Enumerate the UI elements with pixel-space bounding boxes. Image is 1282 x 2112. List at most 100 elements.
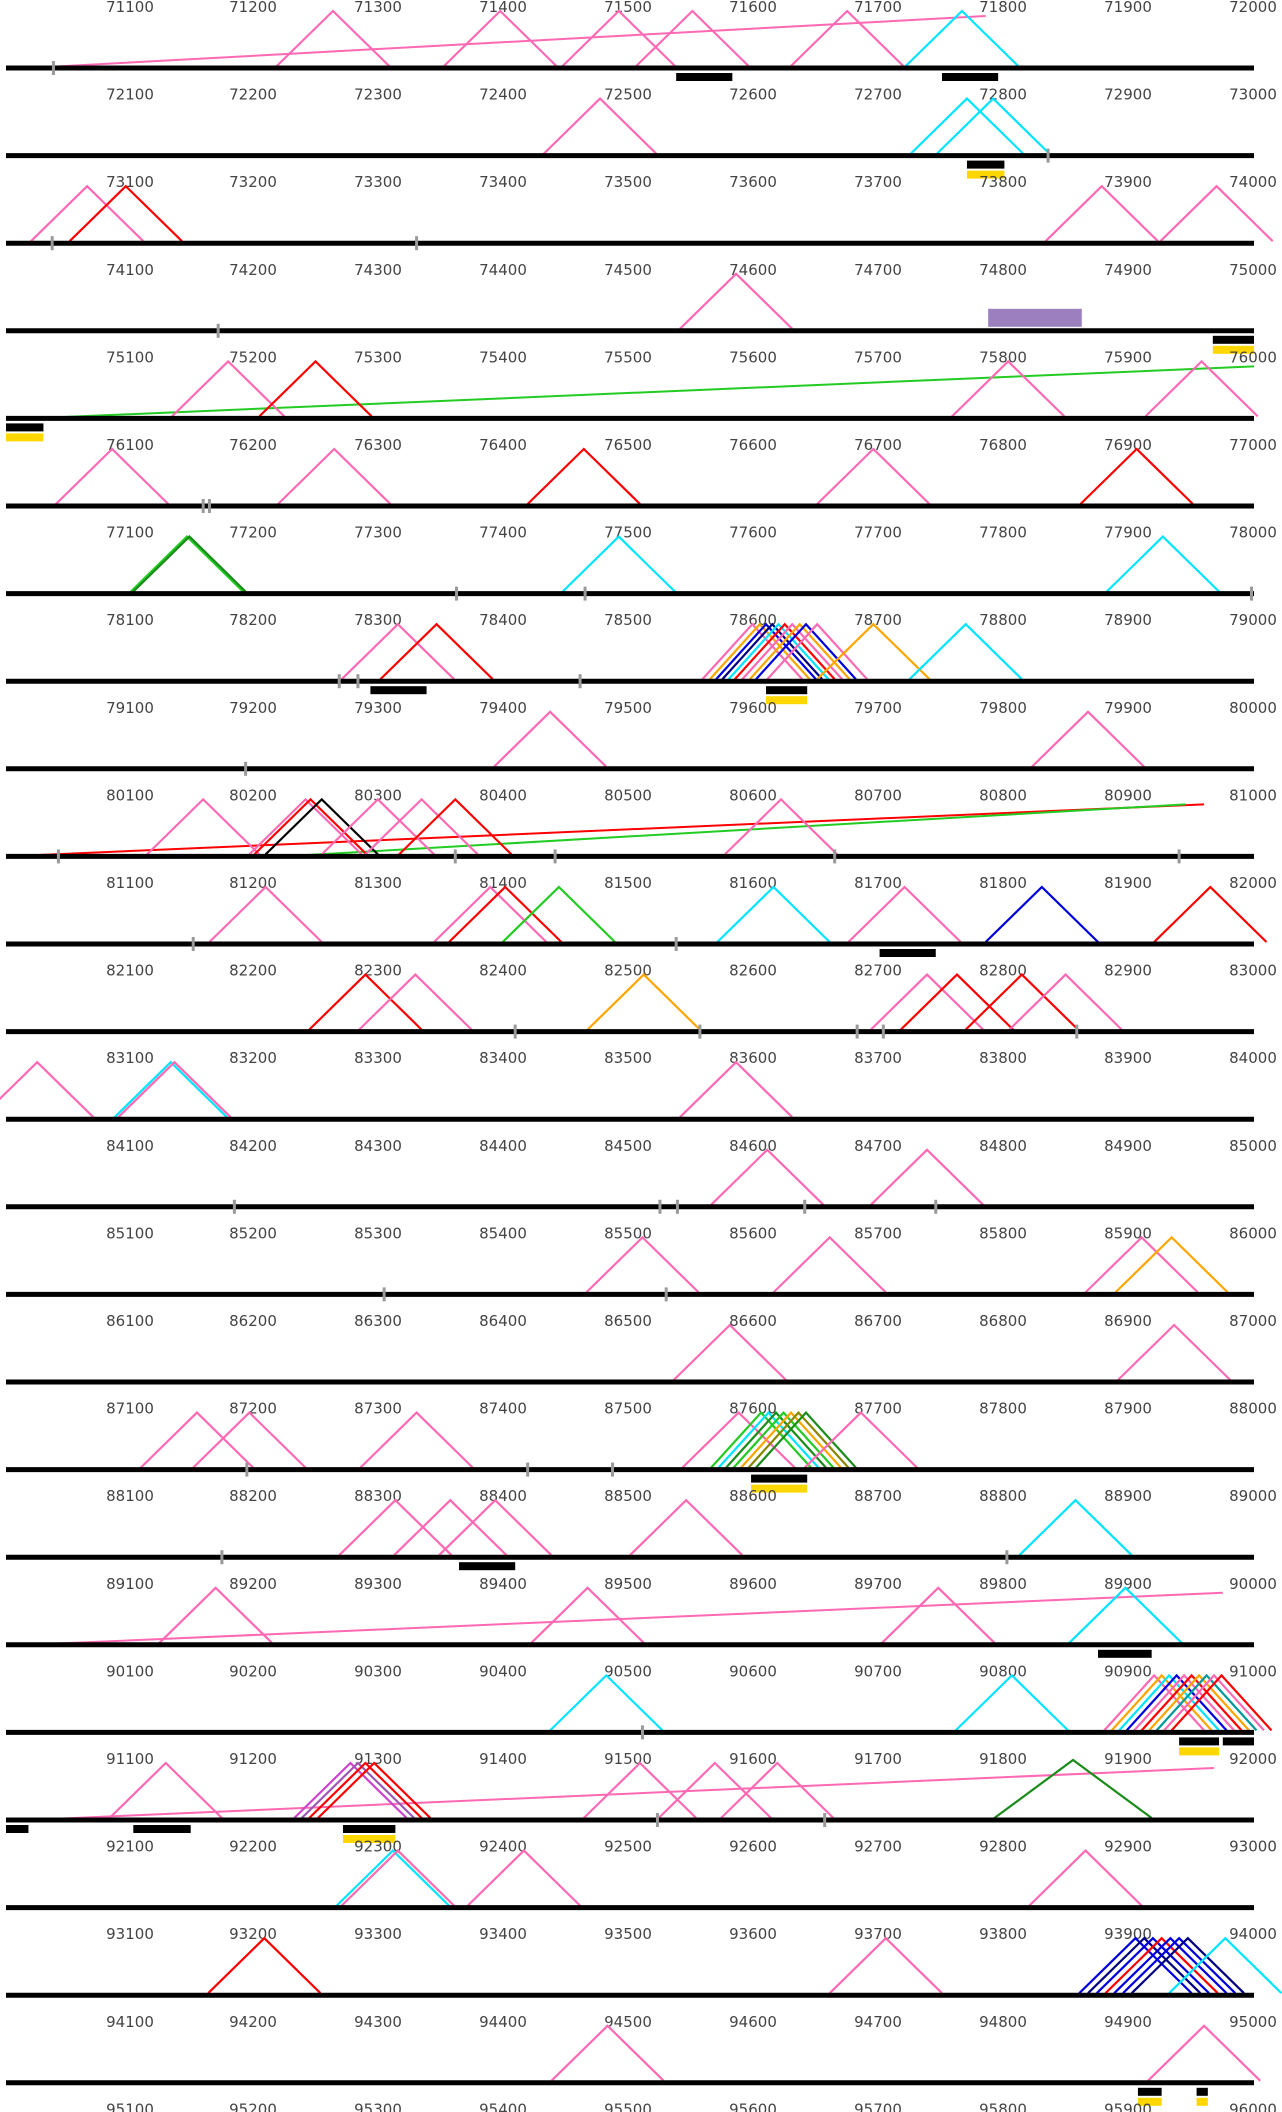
feature-block bbox=[1098, 1649, 1152, 1658]
tick-label: 81100 bbox=[106, 874, 154, 892]
arc-mark bbox=[790, 9, 905, 67]
backbone-marker bbox=[655, 1813, 659, 1827]
tick-label: 77000 bbox=[1229, 436, 1277, 454]
backbone-marker bbox=[337, 674, 341, 689]
tick-label: 95600 bbox=[729, 2100, 777, 2112]
tick-label: 83300 bbox=[354, 1049, 402, 1067]
backbone-marker bbox=[881, 1024, 885, 1039]
tick-label: 79900 bbox=[1104, 699, 1152, 717]
tick-label: 93200 bbox=[229, 1925, 277, 1943]
track-row: 93100 93200 93300 93400 93500 93600 93700 93800… bbox=[6, 1925, 1282, 1998]
tick-label: 76600 bbox=[729, 436, 777, 454]
tick-label: 88800 bbox=[979, 1487, 1027, 1505]
tick-label: 77400 bbox=[479, 524, 527, 542]
tick-label: 81700 bbox=[854, 874, 902, 892]
tick-label: 81000 bbox=[1229, 786, 1277, 804]
tick-label: 89200 bbox=[229, 1575, 277, 1593]
tick-label: 71600 bbox=[729, 0, 777, 16]
tick-label: 90100 bbox=[106, 1662, 154, 1680]
tick-label: 91000 bbox=[1229, 1662, 1277, 1680]
tick-label: 75200 bbox=[229, 348, 277, 366]
track-row: 87100 87200 87300 87400 87500 87600 87700 87800… bbox=[6, 1400, 1277, 1493]
arc-mark bbox=[359, 1411, 474, 1469]
arc-mark bbox=[679, 1060, 794, 1118]
tick-label: 74500 bbox=[604, 261, 652, 279]
arc-mark bbox=[1117, 1323, 1232, 1381]
tick-label: 95400 bbox=[479, 2100, 527, 2112]
arc-mark bbox=[543, 97, 657, 155]
arc-mark bbox=[549, 1673, 664, 1732]
tick-label: 93800 bbox=[979, 1925, 1027, 1943]
link-line bbox=[30, 365, 1255, 420]
tick-label: 94000 bbox=[1229, 1925, 1277, 1943]
arc-mark bbox=[561, 535, 676, 593]
track-row: 90100 90200 90300 90400 90500 90600 90700 90800… bbox=[6, 1662, 1277, 1756]
tick-label: 86000 bbox=[1229, 1224, 1277, 1242]
tick-label: 90700 bbox=[854, 1662, 902, 1680]
arc-mark bbox=[317, 1761, 432, 1819]
feature-block bbox=[879, 949, 936, 957]
feature-block bbox=[1212, 335, 1254, 344]
backbone-marker bbox=[216, 323, 220, 338]
arc-mark bbox=[766, 622, 868, 680]
feature-block bbox=[766, 696, 808, 705]
tick-label: 84100 bbox=[106, 1137, 154, 1155]
tick-label: 86700 bbox=[854, 1312, 902, 1330]
arc-mark bbox=[1008, 973, 1123, 1031]
tick-label: 94200 bbox=[229, 2013, 277, 2031]
track-row: 88100 88200 88300 88400 88500 88600 88700 88800… bbox=[6, 1487, 1277, 1571]
tick-label: 95200 bbox=[229, 2100, 277, 2112]
backbone-marker bbox=[553, 849, 557, 864]
arc-mark bbox=[1110, 1673, 1213, 1732]
arc-mark bbox=[725, 1410, 827, 1469]
arc-mark bbox=[113, 1060, 228, 1118]
tick-label: 89500 bbox=[604, 1575, 652, 1593]
arc-mark bbox=[130, 535, 244, 593]
arc-mark bbox=[847, 885, 962, 943]
tick-label: 83100 bbox=[106, 1049, 154, 1067]
tick-label: 81900 bbox=[1104, 874, 1152, 892]
tick-label: 71500 bbox=[604, 0, 652, 16]
feature-block bbox=[6, 423, 44, 432]
tick-label: 78700 bbox=[854, 611, 902, 629]
arc-mark bbox=[657, 1761, 772, 1819]
tick-label: 71900 bbox=[1104, 0, 1152, 16]
arc-mark bbox=[908, 622, 1023, 680]
arc-mark bbox=[1028, 1849, 1143, 1907]
feature-block bbox=[133, 1825, 191, 1833]
arc-mark bbox=[208, 885, 323, 943]
tick-label: 71700 bbox=[854, 0, 902, 16]
feature-block bbox=[6, 433, 44, 442]
tick-label: 71200 bbox=[229, 0, 277, 16]
tick-label: 83600 bbox=[729, 1049, 777, 1067]
arc-mark bbox=[1113, 1936, 1228, 1994]
backbone-marker bbox=[578, 674, 582, 689]
tick-label: 76300 bbox=[354, 436, 402, 454]
track-row: 76100 76200 76300 76400 76500 76600 76700 76800… bbox=[6, 436, 1277, 513]
feature-block bbox=[1212, 345, 1254, 354]
track-row: 92100 92200 92300 92400 92500 92600 92700 92800… bbox=[6, 1838, 1277, 1911]
tick-label: 87000 bbox=[1229, 1312, 1277, 1330]
tick-label: 73700 bbox=[854, 173, 902, 191]
arc-mark bbox=[1159, 184, 1274, 242]
tick-label: 76500 bbox=[604, 436, 652, 454]
tick-label: 84700 bbox=[854, 1137, 902, 1155]
tick-label: 79300 bbox=[354, 699, 402, 717]
tick-label: 84000 bbox=[1229, 1049, 1277, 1067]
backbone-marker bbox=[201, 499, 205, 513]
arc-mark bbox=[727, 622, 830, 680]
tick-label: 95500 bbox=[604, 2100, 652, 2112]
arc-mark bbox=[1104, 1936, 1219, 1994]
tick-label: 83400 bbox=[479, 1049, 527, 1067]
link-line bbox=[282, 803, 1186, 858]
tick-label: 72300 bbox=[354, 86, 402, 104]
tick-label: 78900 bbox=[1104, 611, 1152, 629]
arc-mark bbox=[466, 1849, 581, 1907]
arc-mark bbox=[954, 1673, 1069, 1732]
arc-mark bbox=[277, 447, 392, 505]
arc-mark bbox=[828, 1936, 943, 1994]
arc-mark bbox=[679, 272, 794, 330]
tick-label: 85700 bbox=[854, 1224, 902, 1242]
arc-mark bbox=[433, 885, 548, 943]
